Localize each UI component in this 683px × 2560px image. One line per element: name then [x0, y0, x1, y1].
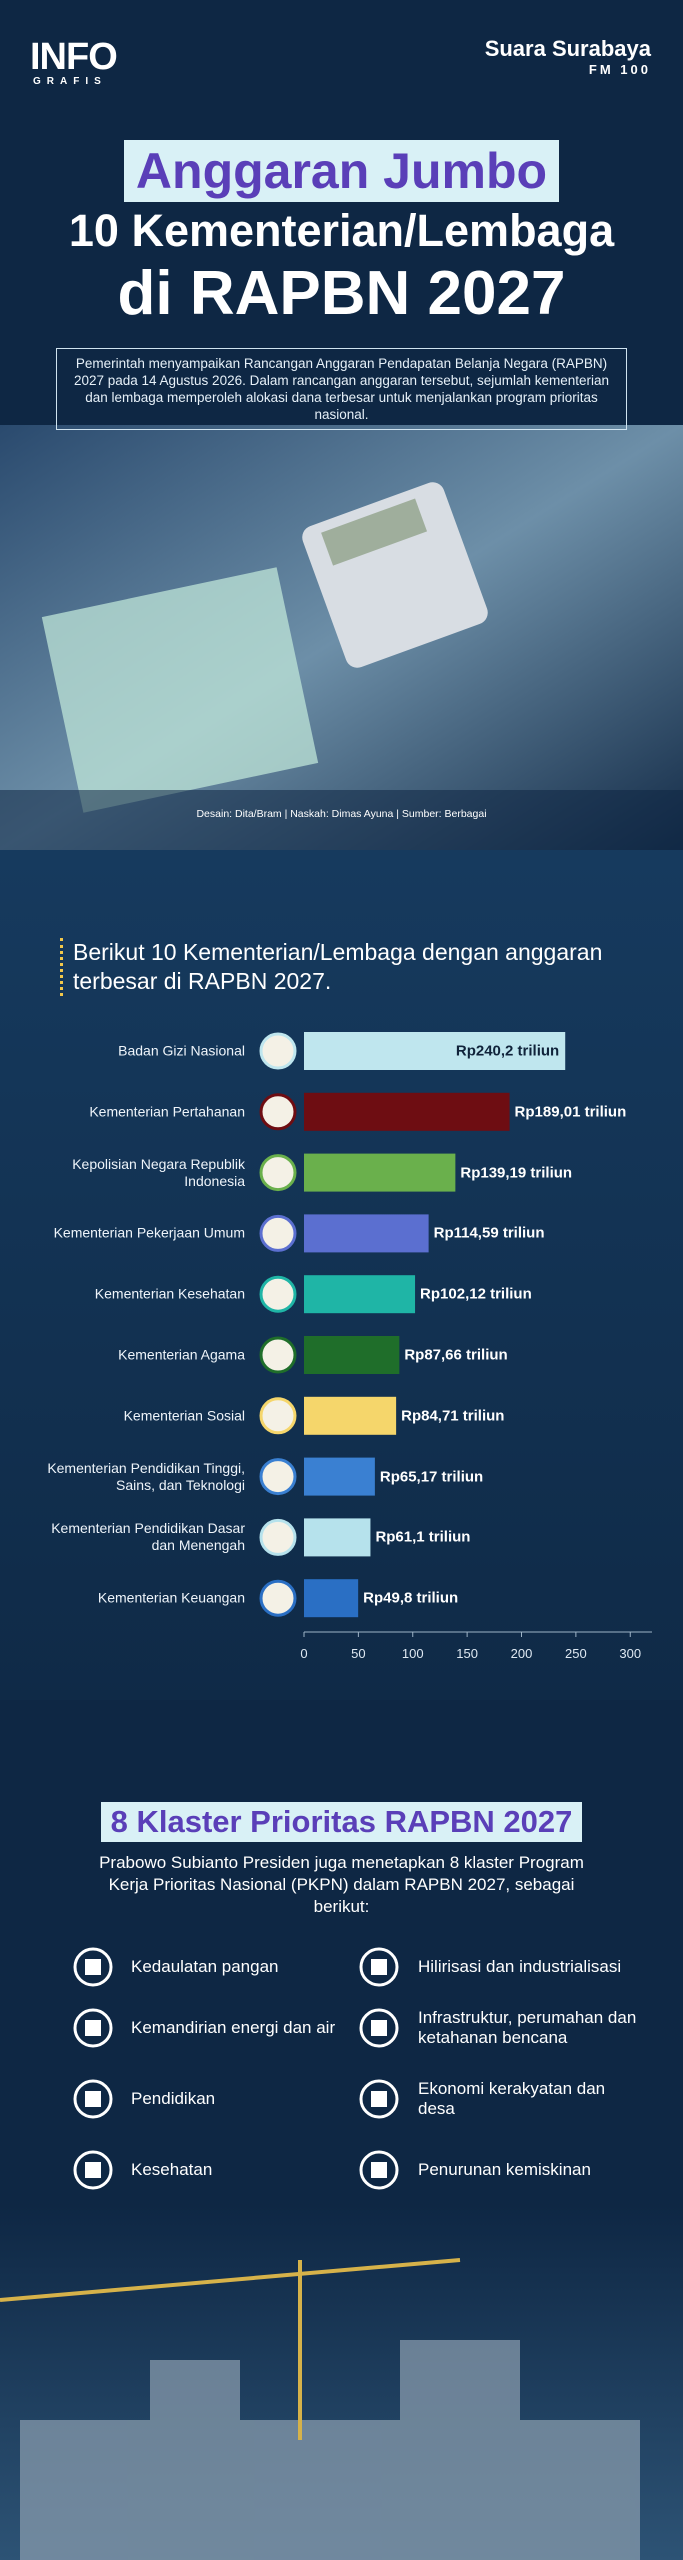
value-label: Rp189,01 triliun — [514, 1103, 627, 1121]
klaster-title: 8 Klaster Prioritas RAPBN 2027 — [100, 1802, 583, 1842]
logo-sub: GRAFIS — [33, 76, 107, 87]
bar — [304, 1275, 416, 1314]
klaster-icon — [73, 1947, 113, 1987]
klaster-icon — [359, 2079, 399, 2119]
klaster-icon-detail — [85, 2091, 101, 2107]
category-label: Kementerian Pertahanan — [89, 1103, 245, 1120]
ministry-logo — [259, 1579, 297, 1617]
photo-shade — [0, 790, 683, 850]
klaster-icon-detail — [85, 2020, 101, 2036]
title-line: di RAPBN 2027 — [117, 259, 566, 328]
klaster-icon — [359, 2008, 399, 2048]
klaster-icon — [73, 2008, 113, 2048]
klaster-item: Infrastruktur, perumahan dan ketahanan b… — [418, 2008, 637, 2047]
klaster-icon — [73, 2079, 113, 2119]
x-tick-label: 250 — [565, 1646, 587, 1661]
klaster-icon-detail — [371, 2162, 387, 2178]
bar — [304, 1518, 371, 1557]
intro-text: Pemerintah menyampaikan Rancangan Anggar… — [56, 348, 627, 430]
category-label: Kementerian Pendidikan Tinggi, Sains, da… — [47, 1459, 245, 1493]
ministry-logo — [259, 1275, 297, 1313]
klaster-icon-detail — [85, 1959, 101, 1975]
buildings — [20, 2340, 640, 2560]
value-label: Rp102,12 triliun — [420, 1285, 532, 1303]
ministry-logo — [259, 1397, 297, 1435]
bar — [304, 1032, 566, 1070]
chart: 0 50 100 150 200 250 300 — [259, 1032, 652, 1661]
category-label: Kementerian Pekerjaan Umum — [53, 1224, 245, 1241]
klaster-item: Kemandirian energi dan air — [131, 2018, 336, 2037]
category-label: Kementerian Agama — [118, 1346, 245, 1363]
value-label: Rp139,19 triliun — [460, 1164, 573, 1182]
x-tick-label: 200 — [511, 1646, 533, 1661]
x-tick-label: 50 — [351, 1646, 365, 1661]
title-line: 10 Kementerian/Lembaga — [68, 205, 615, 256]
value-label: Rp114,59 triliun — [433, 1224, 545, 1242]
crane — [0, 2258, 461, 2440]
x-tick-label: 100 — [402, 1646, 424, 1661]
x-tick-label: 150 — [456, 1646, 478, 1661]
klaster-icon — [73, 2150, 113, 2190]
value-label: Rp65,17 triliun — [379, 1468, 484, 1486]
x-tick-label: 0 — [300, 1646, 307, 1661]
klaster-item: Kedaulatan pangan — [131, 1957, 279, 1976]
value-label: Rp61,1 triliun — [375, 1528, 471, 1546]
value-label: Rp240,2 triliun — [455, 1042, 560, 1060]
bar — [304, 1457, 375, 1496]
value-label: Rp87,66 triliun — [404, 1346, 508, 1364]
paper — [41, 567, 319, 813]
ministry-logo — [259, 1518, 297, 1556]
ministry-logo — [259, 1032, 297, 1070]
klaster-item: Ekonomi kerakyatan dan desa — [418, 2079, 606, 2118]
category-label: Kementerian Keuangan — [97, 1589, 245, 1606]
credits: Desain: Dita/Bram | Naskah: Dimas Ayuna … — [196, 808, 487, 820]
klaster-item: Pendidikan — [131, 2089, 216, 2108]
category-label: Badan Gizi Nasional — [118, 1042, 245, 1059]
klaster-item: Penurunan kemiskinan — [418, 2160, 591, 2179]
calculator-screen — [321, 498, 428, 566]
brand-sub: FM 100 — [588, 62, 651, 77]
bar — [304, 1579, 359, 1618]
klaster-icon — [359, 1947, 399, 1987]
bar — [304, 1214, 429, 1253]
category-label: Kementerian Kesehatan — [94, 1285, 245, 1302]
bar — [304, 1153, 456, 1192]
klaster-title-row: 8 Klaster Prioritas RAPBN 2027 — [0, 1802, 683, 1842]
chart-panel — [0, 850, 683, 1700]
bar — [304, 1396, 397, 1435]
klaster-icon-detail — [371, 1959, 387, 1975]
value-label: Rp49,8 triliun — [363, 1589, 459, 1607]
ministry-logo — [259, 1093, 297, 1131]
category-label: Kementerian Sosial — [123, 1407, 245, 1424]
logo: INFO — [30, 36, 118, 78]
category-label: Kementerian Pendidikan Dasar dan Menenga… — [51, 1520, 245, 1554]
ministry-logo — [259, 1154, 297, 1192]
category-label: Kepolisian Negara Republik Indonesia — [72, 1155, 245, 1189]
klaster-icon — [359, 2150, 399, 2190]
ministry-logo — [259, 1458, 297, 1496]
ministry-logo — [259, 1336, 297, 1374]
title-highlight: Anggaran Jumbo — [123, 140, 560, 202]
brand: Suara Surabaya — [484, 36, 651, 61]
value-label: Rp84,71 triliun — [401, 1407, 505, 1425]
klaster-icon-detail — [85, 2162, 101, 2178]
klaster-text: Prabowo Subianto Presiden juga menetapka… — [99, 1853, 584, 1916]
bar — [304, 1092, 510, 1131]
klaster-icon-detail — [371, 2091, 387, 2107]
chart-title: Berikut 10 Kementerian/Lembaga dengan an… — [60, 938, 673, 996]
klaster-icon-detail — [371, 2020, 387, 2036]
klaster-item: Hilirisasi dan industrialisasi — [418, 1957, 622, 1976]
x-tick-label: 300 — [619, 1646, 641, 1661]
ministry-logo — [259, 1214, 297, 1252]
klaster-item: Kesehatan — [131, 2160, 213, 2179]
title-highlight-row: Anggaran Jumbo — [0, 140, 683, 202]
bar — [304, 1336, 400, 1374]
